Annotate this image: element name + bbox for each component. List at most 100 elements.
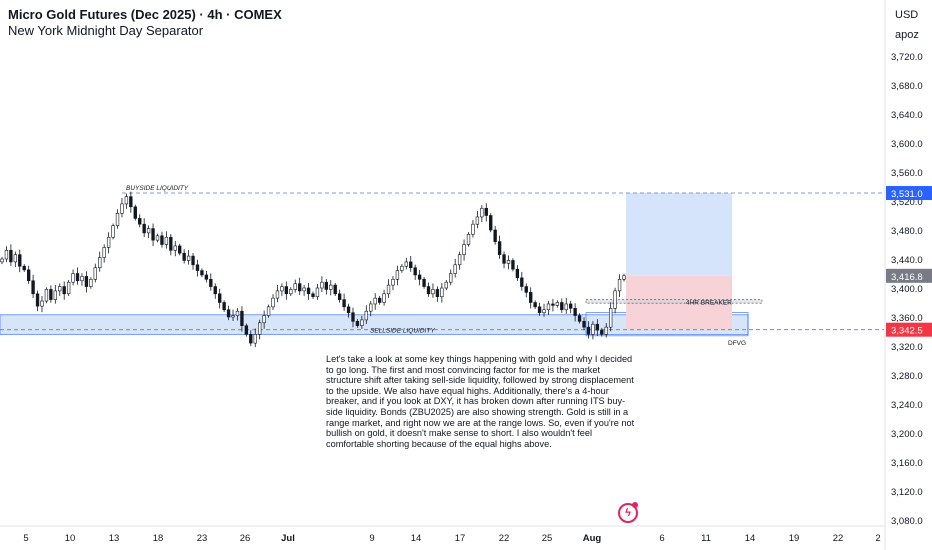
candle <box>18 249 22 273</box>
candle-body <box>533 302 537 308</box>
candle <box>80 273 84 286</box>
candle <box>66 280 71 296</box>
candle <box>457 251 462 270</box>
candle <box>13 251 18 267</box>
long-target-area[interactable] <box>626 193 732 276</box>
candle-body <box>213 286 217 295</box>
candle-body <box>22 265 26 271</box>
candle-body <box>315 287 320 297</box>
candle-body <box>178 245 182 254</box>
candle <box>400 264 404 273</box>
candle <box>289 287 293 296</box>
indicator-name[interactable]: New York Midnight Day Separator <box>8 23 204 38</box>
candle <box>502 251 506 269</box>
candle-body <box>80 276 84 282</box>
candle-body <box>160 235 164 245</box>
price-badge[interactable]: 3,342.5 <box>886 322 932 337</box>
bolt-logo-icon[interactable]: ϟ <box>618 503 638 523</box>
candle <box>235 308 240 321</box>
candle-body <box>200 270 204 276</box>
candle <box>613 287 617 314</box>
candle-body <box>75 273 80 282</box>
candle-body <box>466 234 471 245</box>
notification-dot-icon <box>632 502 638 508</box>
breaker-zone[interactable] <box>585 299 763 304</box>
candle-body <box>84 276 89 287</box>
candle-body <box>129 196 133 208</box>
candle-body <box>462 244 466 255</box>
candle-body <box>333 284 337 295</box>
candle <box>426 282 431 297</box>
candle <box>173 240 177 257</box>
candle <box>275 284 280 303</box>
price-tick-label: 3,720.0 <box>891 52 923 63</box>
candle <box>169 234 173 256</box>
candle <box>62 281 66 300</box>
candle-body <box>595 323 600 331</box>
candle <box>422 277 426 289</box>
price-tick-label: 3,200.0 <box>891 429 923 440</box>
time-tick-label: 22 <box>833 533 844 544</box>
candle <box>315 283 320 300</box>
candle-body <box>484 207 488 216</box>
price-badge[interactable]: 3,531.0 <box>886 186 932 201</box>
candle <box>515 265 520 281</box>
candle <box>222 300 226 312</box>
candle-body <box>346 306 351 313</box>
candle <box>471 220 475 238</box>
candle-body <box>249 334 253 344</box>
price-tick-label: 3,160.0 <box>891 458 923 469</box>
candle <box>413 264 417 280</box>
candle-body <box>453 264 457 274</box>
candle <box>449 269 453 286</box>
candle-body <box>613 290 617 309</box>
candle-body <box>591 323 595 335</box>
candle <box>311 291 315 299</box>
candle <box>40 296 44 313</box>
candle <box>142 218 146 237</box>
candle-body <box>120 203 124 214</box>
candle-body <box>546 303 551 311</box>
time-tick-label: 5 <box>23 533 28 544</box>
candle <box>244 323 249 337</box>
candle-body <box>9 250 13 263</box>
candle <box>551 298 555 312</box>
candle <box>569 300 573 314</box>
candle-body <box>364 310 368 321</box>
candle <box>511 258 515 272</box>
candle <box>377 295 382 305</box>
currency-label[interactable]: USD <box>895 9 919 21</box>
candle <box>564 298 568 314</box>
candle-body <box>569 303 573 309</box>
candle-body <box>586 326 591 335</box>
candle-body <box>155 235 160 241</box>
breaker-label: 4HR BREAKER <box>686 300 732 307</box>
candle-body <box>93 267 97 280</box>
candle-body <box>502 254 506 264</box>
candle <box>577 313 582 324</box>
candle <box>155 233 160 243</box>
candle-body <box>560 302 564 311</box>
candle-body <box>222 302 226 311</box>
price-tick-label: 3,320.0 <box>891 342 923 353</box>
price-tick-label: 3,120.0 <box>891 487 923 498</box>
candle-body <box>40 300 44 307</box>
candle <box>617 274 622 297</box>
candle <box>591 321 595 340</box>
sellside-liquidity-label: SELLSIDE LIQUIDITY <box>370 327 435 334</box>
candle-body <box>115 213 120 226</box>
price-tick-label: 3,680.0 <box>891 81 923 92</box>
candle-body <box>582 321 586 328</box>
candle-body <box>391 278 395 286</box>
candle <box>386 279 391 298</box>
price-badge[interactable]: 3,416.8 <box>886 268 932 283</box>
candle-body <box>360 319 364 326</box>
candle <box>622 273 626 282</box>
candle <box>382 289 386 306</box>
candle <box>209 273 213 291</box>
candle-body <box>284 286 289 295</box>
candle-body <box>204 274 209 280</box>
candle-body <box>297 283 302 292</box>
candle-body <box>435 289 440 298</box>
